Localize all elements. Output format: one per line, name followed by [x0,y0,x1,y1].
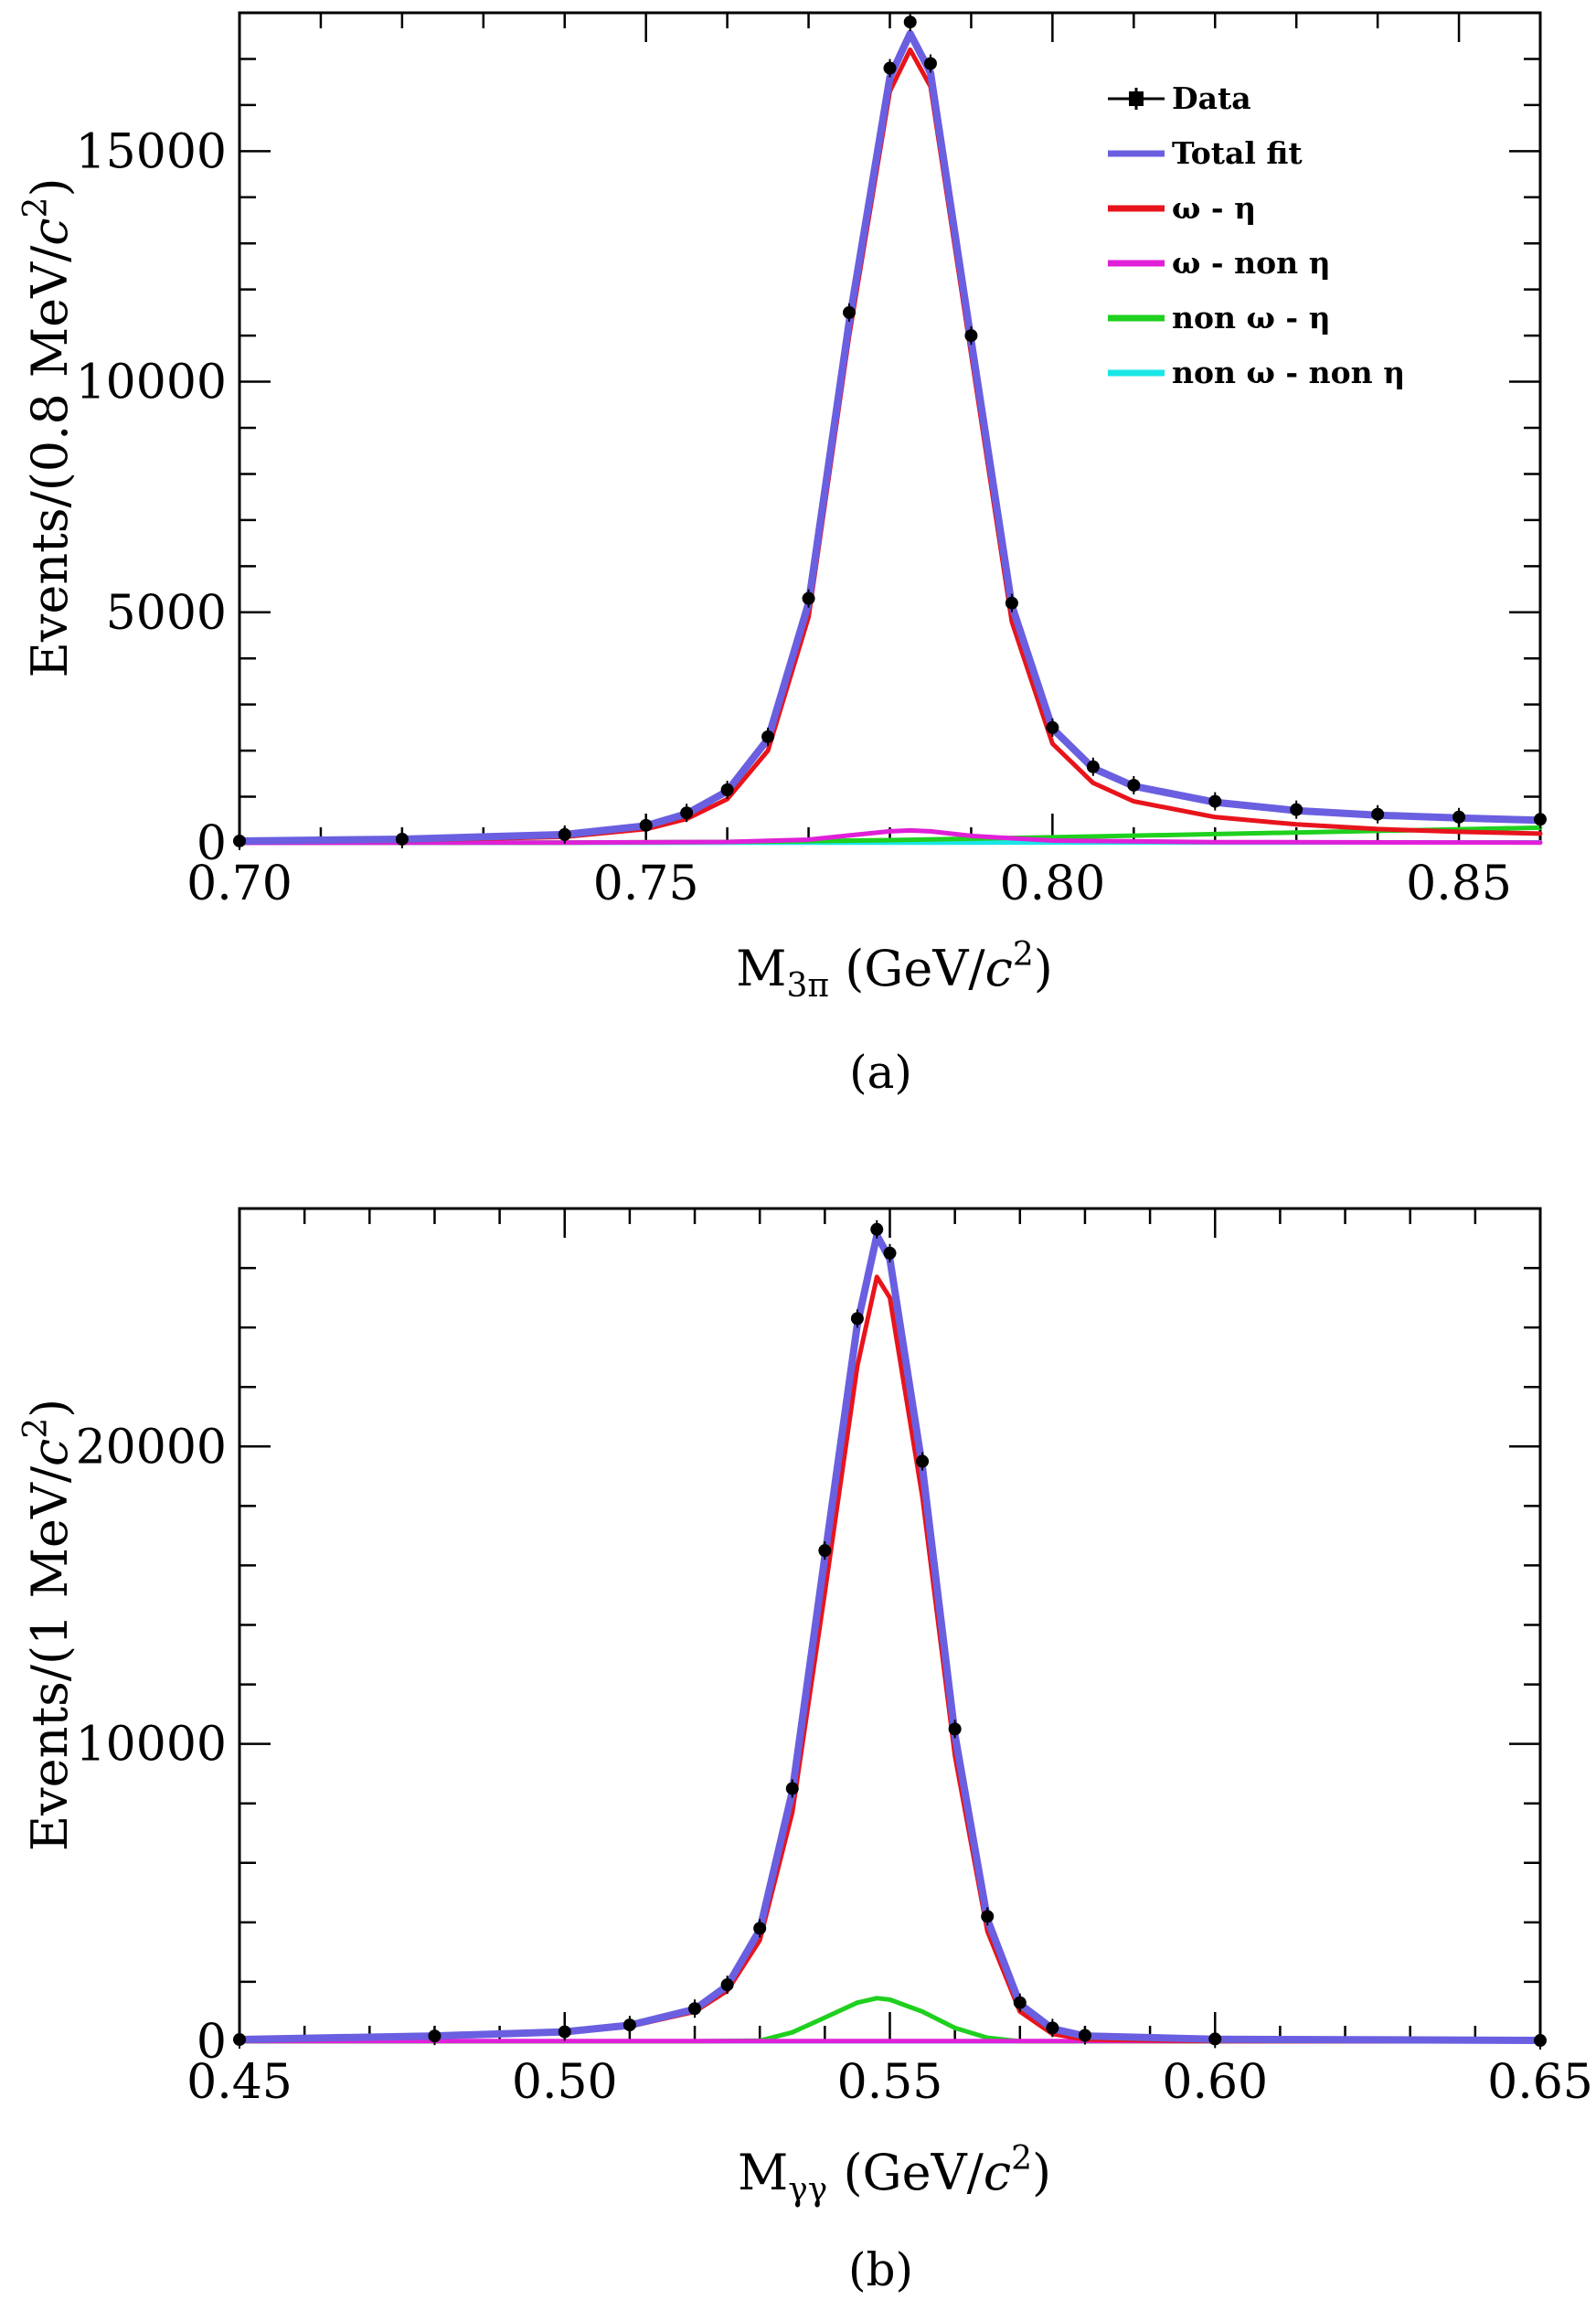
y-axis-title: Events/(0.8 MeV/c2) [17,177,79,677]
legend-label: non ω - non η [1172,355,1405,390]
y-tick-label: 15000 [76,124,227,179]
x-axis-title: Mγγ (GeV/c2) [738,2140,1051,2209]
y-tick-label: 10000 [76,356,227,410]
plot-frame [238,11,1542,845]
series-line-non [237,827,1543,846]
data-points [233,1219,1547,2050]
x-tick-label: 0.80 [999,857,1105,911]
y-tick-label: 20000 [76,1420,227,1475]
chart-panel-a: 0.70 0.75 0.80 0.85 0 5000 10000 15000 M3π (GeV/… [17,11,1547,1099]
legend-marker-square [1129,91,1144,106]
legend-label: non ω - η [1172,300,1331,335]
series-line-component [237,47,1543,845]
data-points [233,13,1547,850]
legend-label: Data [1172,80,1251,116]
series-line-total-fit [236,1231,1544,2044]
x-tick-label: 0.70 [186,857,293,911]
series-line-total-fit [236,29,1544,845]
x-tick-label: 0.85 [1406,857,1512,911]
series-line-component [237,1274,1543,2044]
x-tick-label: 0.75 [593,857,699,911]
y-tick-label: 0 [197,816,227,871]
x-tick-label: 0.45 [186,2055,293,2110]
x-tick-label: 0.60 [1162,2055,1268,2110]
plot-frame [238,1207,1542,2043]
legend-label: ω - non η [1172,245,1331,281]
y-axis-title: Events/(1 MeV/c2) [17,1399,79,1852]
y-tick-label: 10000 [76,1718,227,1773]
panel-label: (b) [848,2243,913,2296]
panel-label: (a) [849,1046,912,1099]
legend-label: Total fit [1172,135,1303,171]
legend: Data Total fit ω - η ω - non η non ω - η non … [1108,80,1405,390]
x-axis-title: M3π (GeV/c2) [736,936,1053,1005]
x-tick-label: 0.50 [512,2055,618,2110]
y-tick-label: 0 [197,2015,227,2070]
legend-label: ω - η [1172,190,1256,226]
x-tick-label: 0.65 [1487,2055,1593,2110]
x-tick-label: 0.55 [837,2055,943,2110]
y-tick-label: 5000 [106,586,227,641]
chart-panel-b: 0.45 0.50 0.55 0.60 0.65 0 10000 20000 Mγγ (GeV/… [17,1207,1593,2296]
